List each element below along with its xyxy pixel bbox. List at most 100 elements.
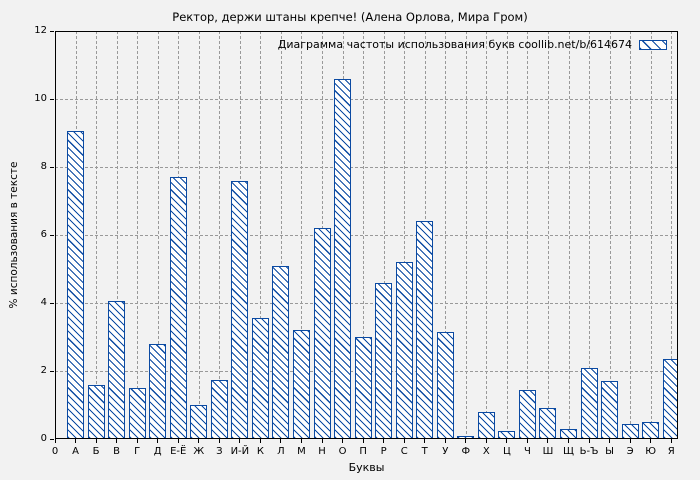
bar-Х: [477, 411, 495, 439]
legend-label: Диаграмма частоты использования букв coo…: [277, 38, 632, 51]
bar-Е-Ё: [169, 177, 187, 439]
bar-Ф: [457, 435, 475, 439]
y-tick: [50, 98, 54, 100]
x-tick: [568, 439, 570, 443]
x-tick: [362, 439, 364, 443]
plot-area: Диаграмма частоты использования букв coo…: [55, 31, 678, 439]
bar-З: [210, 379, 228, 439]
gridline-horizontal: [55, 303, 678, 304]
x-tick-label: Ч: [523, 446, 531, 457]
bar-А: [67, 131, 85, 439]
x-tick-label: П: [359, 446, 367, 457]
gridline-horizontal: [55, 99, 678, 100]
x-tick: [239, 439, 241, 443]
y-tick: [50, 438, 54, 440]
gridline-vertical: [506, 31, 508, 439]
bar-Д: [149, 343, 167, 439]
bar-О: [334, 78, 352, 439]
x-tick: [54, 439, 56, 443]
bar-Ь-Ъ: [580, 367, 598, 439]
gridline-vertical: [280, 31, 282, 439]
x-tick-label: Ж: [193, 446, 205, 457]
y-tick-label: 6: [40, 228, 47, 240]
y-tick: [50, 302, 54, 304]
x-tick: [547, 439, 549, 443]
x-tick-label: Б: [92, 446, 100, 457]
gridline-vertical: [650, 31, 652, 439]
y-tick: [50, 234, 54, 236]
gridline-vertical: [219, 31, 221, 439]
x-tick-label: Ю: [645, 446, 657, 457]
gridline-vertical: [116, 31, 118, 439]
x-tick-label: Д: [153, 446, 162, 457]
bar-С: [395, 262, 413, 439]
x-tick: [136, 439, 138, 443]
chart-title: Ректор, держи штаны крепче! (Алена Орлов…: [172, 10, 528, 24]
bar-К: [251, 318, 269, 439]
x-tick: [485, 439, 487, 443]
x-tick: [444, 439, 446, 443]
x-tick-label: Ц: [503, 446, 511, 457]
x-tick: [218, 439, 220, 443]
x-tick-label: Л: [277, 446, 285, 457]
x-tick: [526, 439, 528, 443]
bar-Щ: [560, 428, 578, 439]
x-tick-label: А: [72, 446, 79, 457]
x-tick: [506, 439, 508, 443]
x-tick: [342, 439, 344, 443]
gridline-vertical: [630, 31, 632, 439]
gridline-vertical: [157, 31, 159, 439]
y-tick-label: 2: [40, 364, 47, 376]
x-tick-label: Х: [482, 446, 490, 457]
bar-Т: [416, 221, 434, 439]
gridline-vertical: [486, 31, 488, 439]
x-tick: [321, 439, 323, 443]
x-tick: [383, 439, 385, 443]
x-tick-label: В: [113, 446, 121, 457]
x-tick-label: И-Й: [230, 446, 250, 457]
x-tick-label: Е-Ё: [170, 446, 187, 457]
bar-Ы: [601, 381, 619, 439]
bar-Э: [621, 423, 639, 439]
x-tick: [609, 439, 611, 443]
legend: Диаграмма частоты использования букв coo…: [278, 39, 667, 51]
gridline-vertical: [465, 31, 467, 439]
x-tick-label: К: [256, 446, 264, 457]
x-tick-label: Т: [421, 446, 428, 457]
x-tick: [588, 439, 590, 443]
x-tick-label: М: [297, 446, 306, 457]
x-tick-label: У: [442, 446, 449, 457]
x-tick: [670, 439, 672, 443]
x-tick-label: 0: [51, 446, 59, 457]
gridline-vertical: [404, 31, 406, 439]
bar-Ж: [190, 405, 208, 439]
y-tick: [50, 30, 54, 32]
bar-Г: [128, 388, 146, 439]
x-tick: [629, 439, 631, 443]
x-tick-label: Я: [667, 446, 675, 457]
bar-Р: [375, 282, 393, 439]
x-tick: [116, 439, 118, 443]
gridline-vertical: [568, 31, 570, 439]
x-tick-label: Э: [626, 446, 634, 457]
y-tick: [50, 370, 54, 372]
x-tick-label: Г: [134, 446, 141, 457]
bar-М: [292, 330, 310, 439]
gridline-vertical: [671, 31, 673, 439]
y-tick-label: 8: [40, 160, 47, 172]
bar-Ц: [498, 430, 516, 439]
bar-Ч: [518, 389, 536, 439]
y-tick-label: 12: [34, 24, 47, 36]
gridline-vertical: [301, 31, 303, 439]
x-axis-label: Буквы: [348, 461, 385, 474]
gridline-vertical: [260, 31, 262, 439]
x-tick-label: О: [338, 446, 347, 457]
y-tick-label: 4: [40, 296, 47, 308]
legend-swatch-icon: [639, 40, 667, 50]
gridline-vertical: [96, 31, 98, 439]
bar-Н: [313, 228, 331, 439]
bar-Б: [87, 384, 105, 439]
y-tick: [50, 166, 54, 168]
x-tick-label: З: [216, 446, 223, 457]
